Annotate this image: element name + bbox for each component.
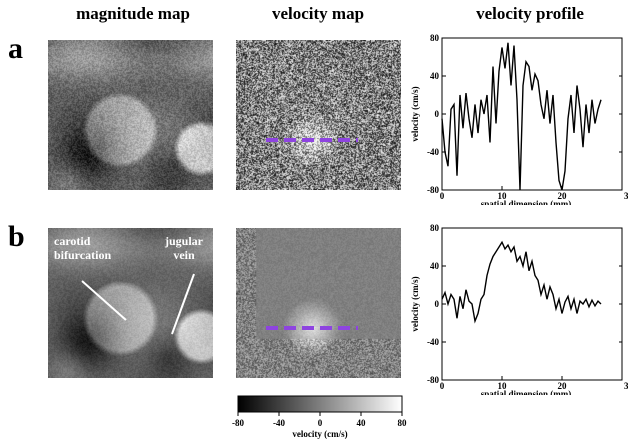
colorbar-gradient (237, 395, 403, 413)
x-tick-label-b: 20 (558, 381, 568, 391)
y-tick-label-b: -80 (427, 375, 439, 385)
y-tick-label-a: -40 (427, 147, 439, 157)
plot-frame-b (441, 227, 623, 381)
magnitude-map-a (48, 40, 213, 190)
x-tick-label-a: 3 (624, 191, 628, 201)
x-axis-label-a: spatial dimension (mm) (481, 199, 572, 205)
velocity-profile-plot-b: -80 -40 0 40 80 0 10 20 3 spatial dimension (mm) v… (410, 223, 628, 395)
y-tick-label-b: 80 (430, 223, 440, 233)
x-tick-label-b: 3 (624, 381, 628, 391)
y-axis-label-a: velocity (cm/s) (410, 86, 420, 141)
colorbar-label: velocity (cm/s) (292, 429, 347, 439)
y-tick-label-b: 0 (435, 299, 440, 309)
colorbar-tick-label: 80 (398, 418, 408, 428)
magnitude-map-b: carotid bifurcation jugular vein (48, 228, 213, 378)
y-tick-label-a: 80 (430, 33, 440, 43)
y-axis-label-b: velocity (cm/s) (410, 276, 420, 331)
velocity-series-line-b (441, 240, 602, 324)
y-tick-label-a: 0 (435, 109, 440, 119)
velocity-colorbar: -80 -40 0 40 80 velocity (cm/s) (232, 395, 408, 439)
x-tick-label-b: 0 (440, 381, 445, 391)
title-velocity-profile: velocity profile (476, 4, 584, 23)
y-tick-label-a: -80 (427, 185, 439, 195)
velocity-map-a (236, 40, 401, 190)
y-tick-label-b: 40 (430, 261, 440, 271)
row-label-b: b (8, 220, 25, 253)
jugular-annotation: jugular vein (164, 234, 203, 262)
colorbar-tick-label: 40 (357, 418, 367, 428)
x-tick-label-b: 10 (498, 381, 508, 391)
colorbar-tick-label: -80 (232, 418, 244, 428)
carotid-annotation: carotid bifurcation (54, 234, 112, 262)
x-tick-label-a: 10 (498, 191, 508, 201)
velocity-map-b (236, 228, 401, 378)
colorbar-tick-label: 0 (318, 418, 323, 428)
velocity-series-line-a (441, 42, 602, 191)
colorbar-tick-label: -40 (273, 418, 285, 428)
y-tick-label-a: 40 (430, 71, 440, 81)
x-tick-label-a: 20 (558, 191, 568, 201)
x-axis-label-b: spatial dimension (mm) (481, 389, 572, 395)
title-magnitude-map: magnitude map (76, 4, 190, 23)
velocity-profile-plot-a: -80 -40 0 40 80 0 10 20 3 spatial dimension (mm) v… (410, 33, 628, 205)
jugular-pointer-line (171, 273, 195, 335)
row-label-a: a (8, 32, 23, 65)
x-tick-label-a: 0 (440, 191, 445, 201)
title-velocity-map: velocity map (271, 4, 365, 23)
carotid-pointer-line (81, 280, 127, 321)
y-tick-label-b: -40 (427, 337, 439, 347)
